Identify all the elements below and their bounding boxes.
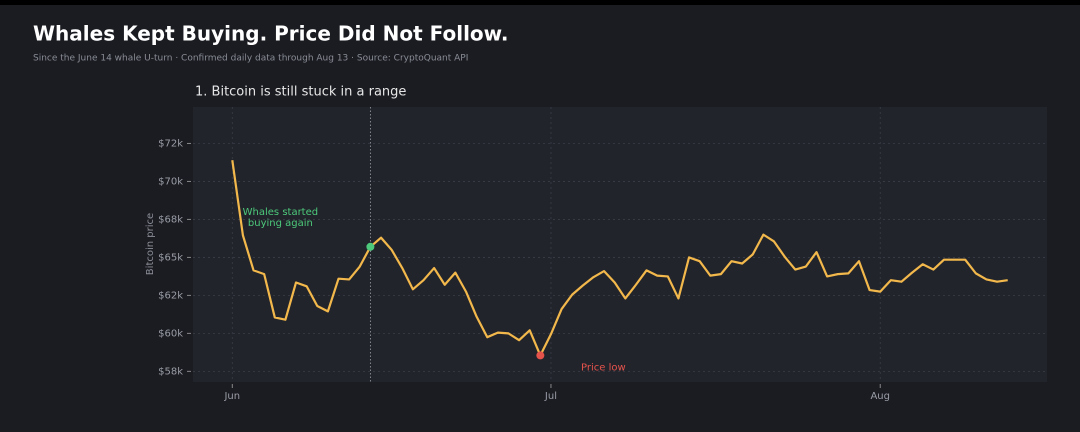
- x-tick-label: Aug: [870, 391, 890, 402]
- highlight-point: [536, 351, 545, 360]
- annotation: Whales started: [243, 207, 318, 218]
- top-bar: [0, 0, 1080, 5]
- y-tick-label: $60k: [158, 328, 183, 339]
- plot-area: [193, 107, 1047, 382]
- y-tick-label: $65k: [158, 252, 183, 263]
- y-tick-label: $62k: [158, 290, 183, 301]
- y-tick-label: $72k: [158, 138, 183, 149]
- price-line: [231, 160, 1008, 357]
- y-tick-label: $70k: [158, 176, 183, 187]
- chart-subtitle: Since the June 14 whale U-turn · Confirm…: [33, 54, 468, 64]
- panel-title: 1. Bitcoin is still stuck in a range: [195, 85, 406, 100]
- annotation: buying again: [248, 218, 313, 229]
- chart-title: Whales Kept Buying. Price Did Not Follow…: [33, 22, 508, 46]
- y-tick-label: $68k: [158, 214, 183, 225]
- x-tick-label: Jul: [544, 391, 557, 402]
- x-tick-label: Jun: [223, 391, 240, 402]
- y-tick-label: $58k: [158, 366, 183, 377]
- highlight-point: [366, 242, 375, 251]
- y-axis-label: Bitcoin price: [145, 213, 156, 275]
- annotation: Price low: [581, 362, 626, 373]
